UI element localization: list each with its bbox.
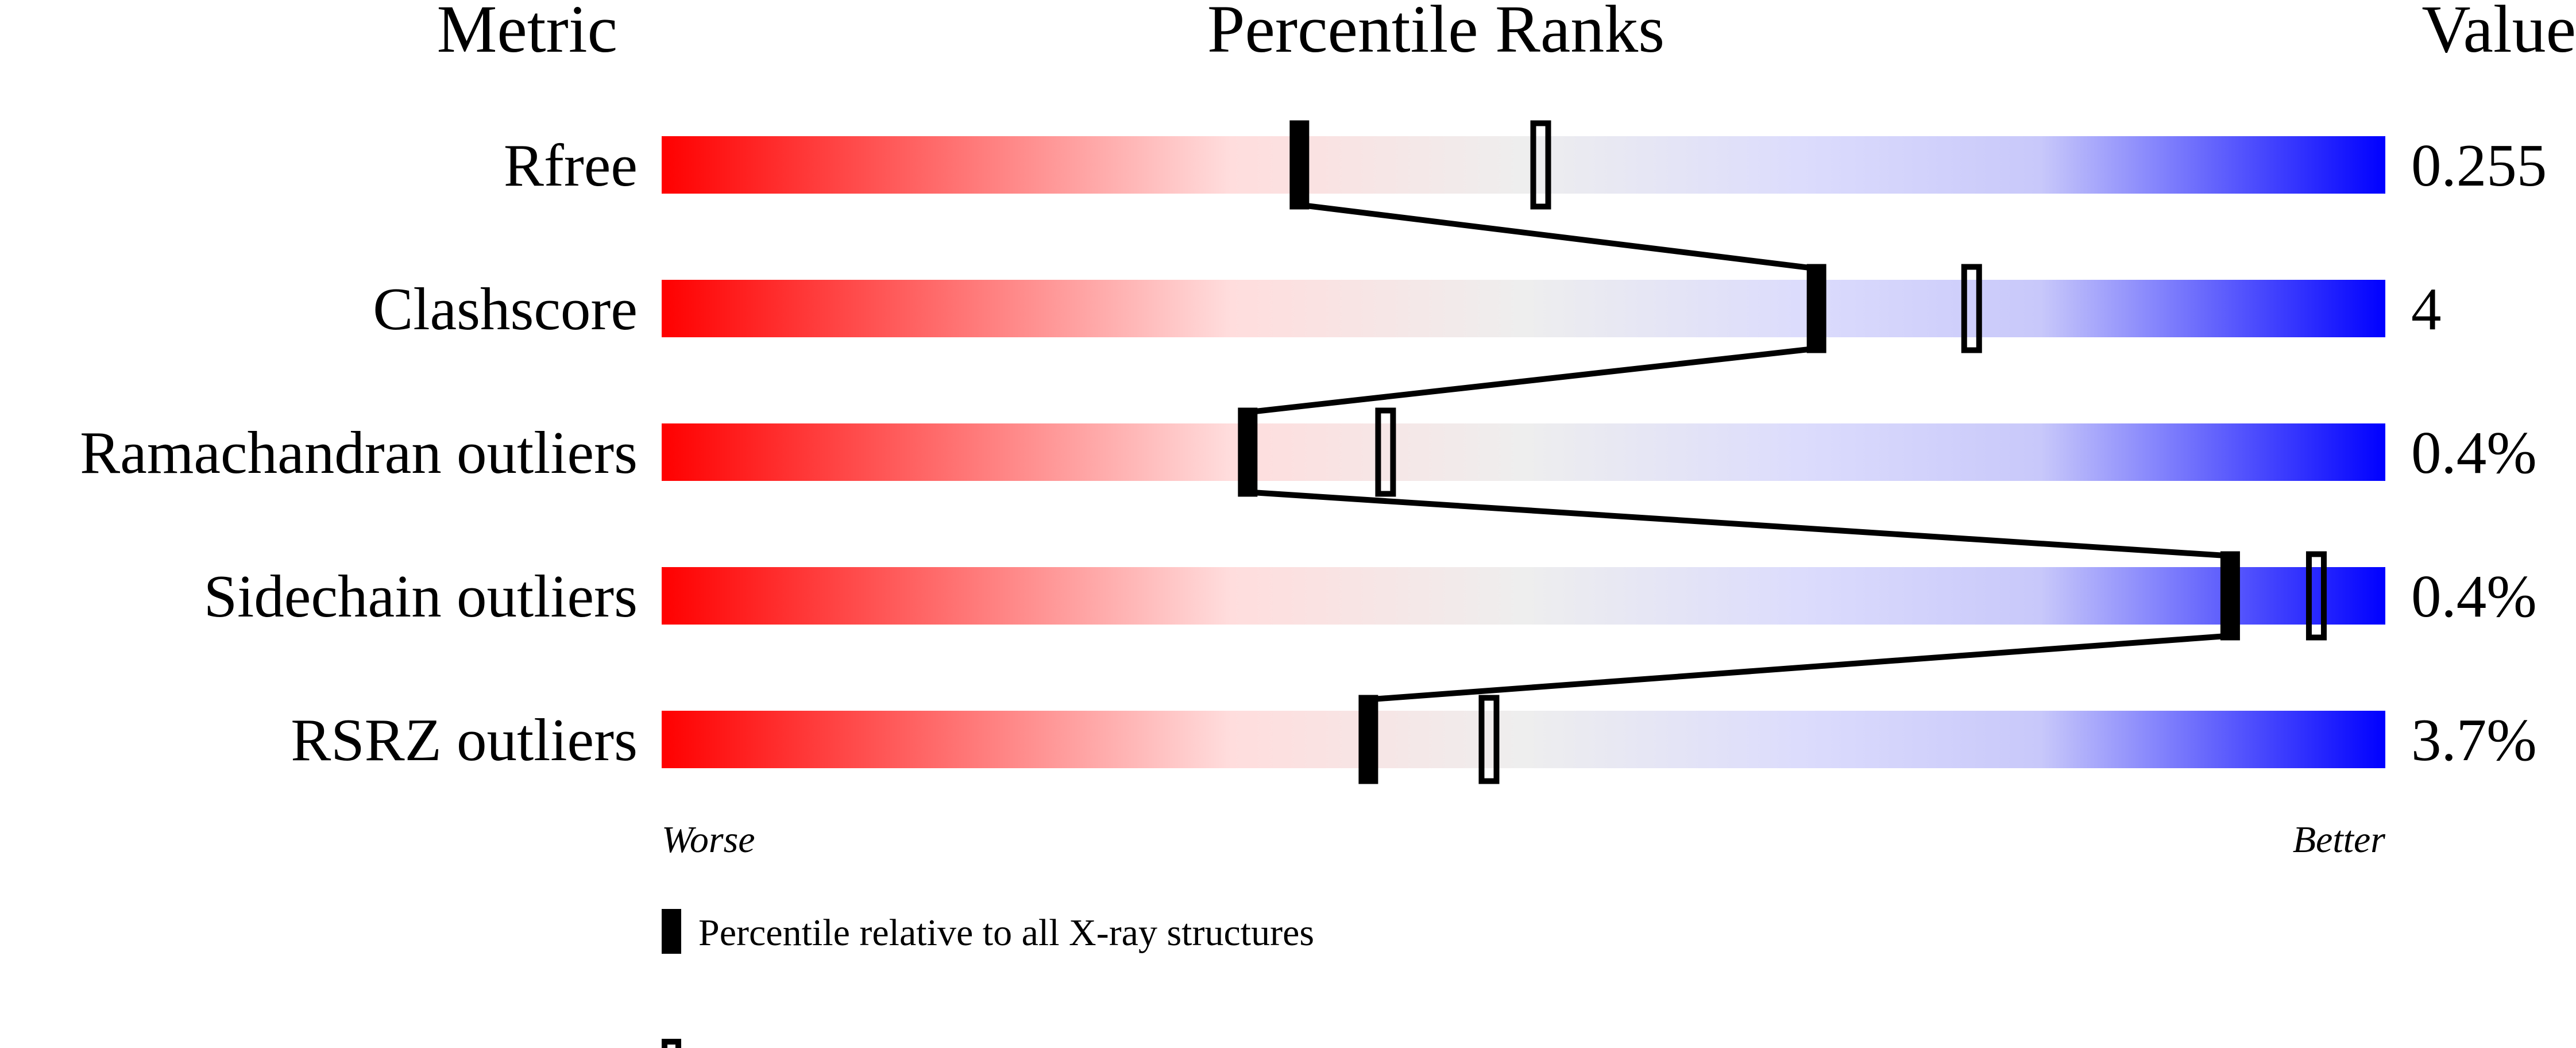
connector-line (1247, 345, 1817, 415)
marker-percentile-similar (2305, 551, 2327, 641)
percentile-bar (662, 280, 2385, 337)
metric-label: Sidechain outliers (204, 562, 638, 630)
metric-value: 0.4% (2411, 419, 2537, 486)
metric-label: RSRZ outliers (291, 706, 638, 773)
metric-label: Rfree (504, 132, 638, 199)
axis-label-worse: Worse (662, 819, 755, 861)
connector-line (1299, 202, 1817, 272)
metric-value: 4 (2411, 275, 2442, 342)
marker-percentile-all (1289, 120, 1310, 210)
marker-percentile-similar (1478, 695, 1500, 784)
legend-label-similar: Percentile relative to X-ray structures … (698, 1042, 1584, 1048)
percentile-bar (662, 567, 2385, 625)
metric-label: Ramachandran outliers (80, 419, 638, 486)
legend-open-marker (662, 1039, 681, 1048)
marker-percentile-all (1238, 407, 1258, 497)
metric-value: 0.255 (2411, 132, 2547, 199)
marker-percentile-similar (1530, 120, 1551, 210)
connector-line (1368, 633, 2231, 703)
metric-value: 3.7% (2411, 706, 2537, 773)
marker-percentile-similar (1375, 407, 1396, 497)
percentile-bar (662, 136, 2385, 194)
marker-percentile-all (1806, 264, 1826, 353)
metric-label: Clashscore (373, 275, 638, 342)
metric-value: 0.4% (2411, 562, 2537, 630)
legend-label-all: Percentile relative to all X-ray structu… (698, 912, 1314, 954)
header-value: Value (2421, 0, 2576, 67)
legend-filled-marker (662, 909, 681, 954)
percentile-bar (662, 423, 2385, 481)
header-metric: Metric (437, 0, 617, 67)
header-percentile-ranks: Percentile Ranks (1207, 0, 1664, 67)
marker-percentile-all (1358, 695, 1378, 784)
connector-line (1248, 489, 2231, 559)
axis-label-better: Better (2293, 819, 2386, 861)
marker-percentile-similar (1961, 264, 1982, 353)
percentile-bar (662, 711, 2385, 768)
marker-percentile-all (2220, 551, 2240, 641)
